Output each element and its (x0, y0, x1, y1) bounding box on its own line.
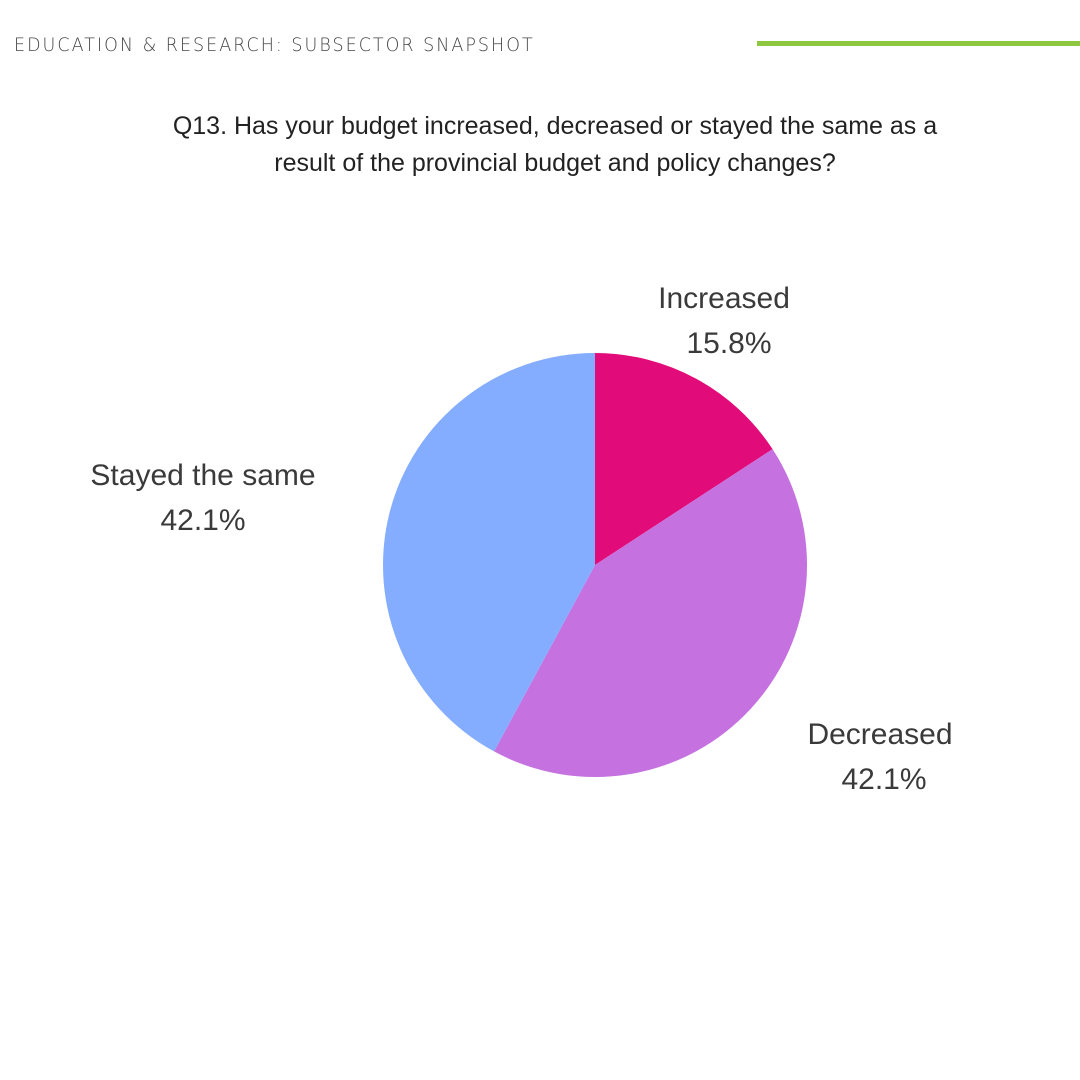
label-increased: Increased (658, 282, 790, 315)
pie-slice-stayed-the-same (383, 353, 595, 752)
page-header: EDUCATION & RESEARCH: SUBSECTOR SNAPSHOT (14, 34, 535, 56)
chart-title-line-2: result of the provincial budget and poli… (274, 149, 836, 177)
value-stayed-the-same: 42.1% (160, 504, 245, 537)
accent-rule (757, 41, 1080, 46)
value-decreased: 42.1% (841, 763, 926, 796)
label-stayed-the-same: Stayed the same (90, 459, 315, 492)
chart-title-line-1: Q13. Has your budget increased, decrease… (172, 112, 938, 140)
pie-slice-increased (595, 353, 773, 565)
value-increased: 15.8% (686, 327, 771, 360)
pie-slice-decreased (494, 449, 808, 777)
label-decreased: Decreased (807, 718, 952, 751)
chart-title: Q13. Has your budget increased, decrease… (0, 108, 1080, 182)
